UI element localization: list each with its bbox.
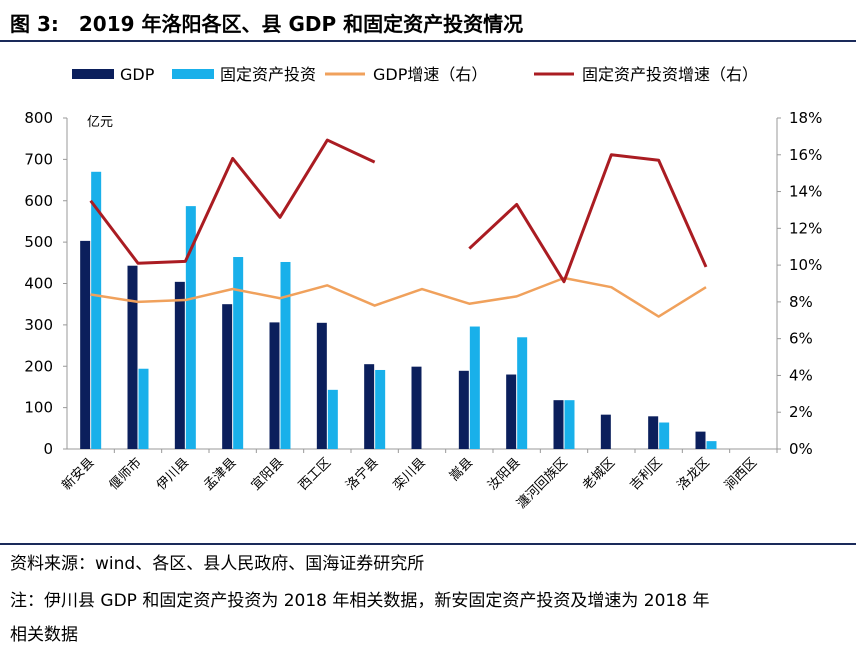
line-gdp-growth: [90, 276, 707, 318]
right-tick-label: 14%: [789, 183, 822, 201]
left-axis-unit: 亿元: [87, 115, 113, 130]
right-tick-label: 18%: [789, 109, 822, 127]
figure-title: 图 3: 2019 年洛阳各区、县 GDP 和固定资产投资情况: [10, 12, 524, 36]
category-label: 汝阳县: [485, 455, 523, 493]
category-label: 洛龙区: [675, 455, 713, 493]
footer-divider: [0, 543, 856, 545]
bar-gdp: [458, 370, 469, 449]
bar-gdp: [127, 265, 138, 449]
bar-fixed-investment: [706, 441, 717, 449]
right-tick-label: 16%: [789, 146, 822, 164]
right-tick-label: 6%: [789, 330, 813, 348]
category-label: 宜阳县: [249, 455, 287, 493]
footnote-line-2: 相关数据: [10, 625, 78, 645]
left-tick-label: 100: [24, 399, 53, 417]
bar-fixed-investment: [469, 326, 480, 449]
category-label: 吉利区: [627, 455, 665, 493]
bar-gdp: [269, 322, 280, 449]
category-label: 偃师市: [106, 455, 145, 494]
legend-swatch: [72, 69, 114, 79]
bar-fixed-investment: [280, 261, 291, 449]
left-tick-label: 800: [24, 109, 53, 127]
category-label: 老城区: [580, 455, 618, 493]
right-tick-label: 2%: [789, 403, 813, 421]
bar-gdp: [364, 364, 375, 449]
bar-gdp: [648, 416, 659, 449]
left-tick-label: 400: [24, 275, 53, 293]
bar-gdp: [553, 400, 564, 449]
bar-gdp: [222, 304, 233, 449]
bar-gdp: [506, 374, 517, 449]
category-label: 西工区: [296, 455, 334, 493]
bar-gdp: [316, 322, 327, 449]
combo-chart: 0 100 200 300 400 500 600 700 800 0% 2% 4% 6% 8% 10% 12…: [24, 65, 822, 512]
line-investment-growth: [89, 138, 376, 265]
bar-fixed-investment: [659, 422, 670, 449]
bar-fixed-investment: [233, 257, 244, 449]
title-divider: [0, 40, 856, 42]
legend-swatch: [172, 69, 214, 79]
bar-fixed-investment: [185, 206, 196, 449]
bar-gdp: [695, 431, 706, 449]
category-label: 伊川县: [154, 455, 192, 493]
bar-fixed-investment: [375, 369, 386, 449]
left-tick-label: 0: [43, 440, 53, 458]
legend-label: GDP: [120, 65, 155, 84]
category-label: 新安县: [59, 455, 98, 494]
right-tick-label: 8%: [789, 293, 813, 311]
category-label: 栾川县: [390, 455, 429, 494]
bar-gdp: [80, 240, 91, 449]
left-tick-label: 500: [24, 233, 53, 251]
right-tick-label: 0%: [789, 440, 813, 458]
footnote-line-1: 注：伊川县 GDP 和固定资产投资为 2018 年相关数据，新安固定资产投资及增…: [10, 591, 710, 611]
right-tick-label: 4%: [789, 366, 813, 384]
category-label: 嵩县: [447, 455, 476, 484]
bar-gdp: [174, 281, 185, 449]
category-label: 瀍河回族区: [514, 455, 571, 512]
left-tick-label: 200: [24, 357, 53, 375]
right-tick-label: 12%: [789, 219, 822, 237]
legend-label: 固定资产投资增速（右）: [582, 65, 758, 84]
left-tick-label: 300: [24, 316, 53, 334]
bar-gdp: [600, 414, 611, 449]
source-note: 资料来源：wind、各区、县人民政府、国海证券研究所: [10, 554, 425, 574]
category-label: 洛宁县: [343, 455, 382, 494]
right-tick-label: 10%: [789, 256, 822, 274]
bar-fixed-investment: [327, 389, 338, 449]
bar-fixed-investment: [91, 171, 102, 449]
left-tick-label: 600: [24, 192, 53, 210]
legend-label: 固定资产投资: [220, 65, 316, 84]
left-tick-label: 700: [24, 150, 53, 168]
line-investment-growth: [468, 153, 708, 284]
category-label: 孟津县: [201, 455, 239, 493]
bar-fixed-investment: [138, 368, 149, 449]
bar-gdp: [411, 366, 422, 449]
bar-fixed-investment: [564, 400, 575, 449]
bar-fixed-investment: [517, 337, 528, 449]
legend-label: GDP增速（右）: [373, 65, 487, 84]
category-label: 涧西区: [722, 455, 760, 493]
